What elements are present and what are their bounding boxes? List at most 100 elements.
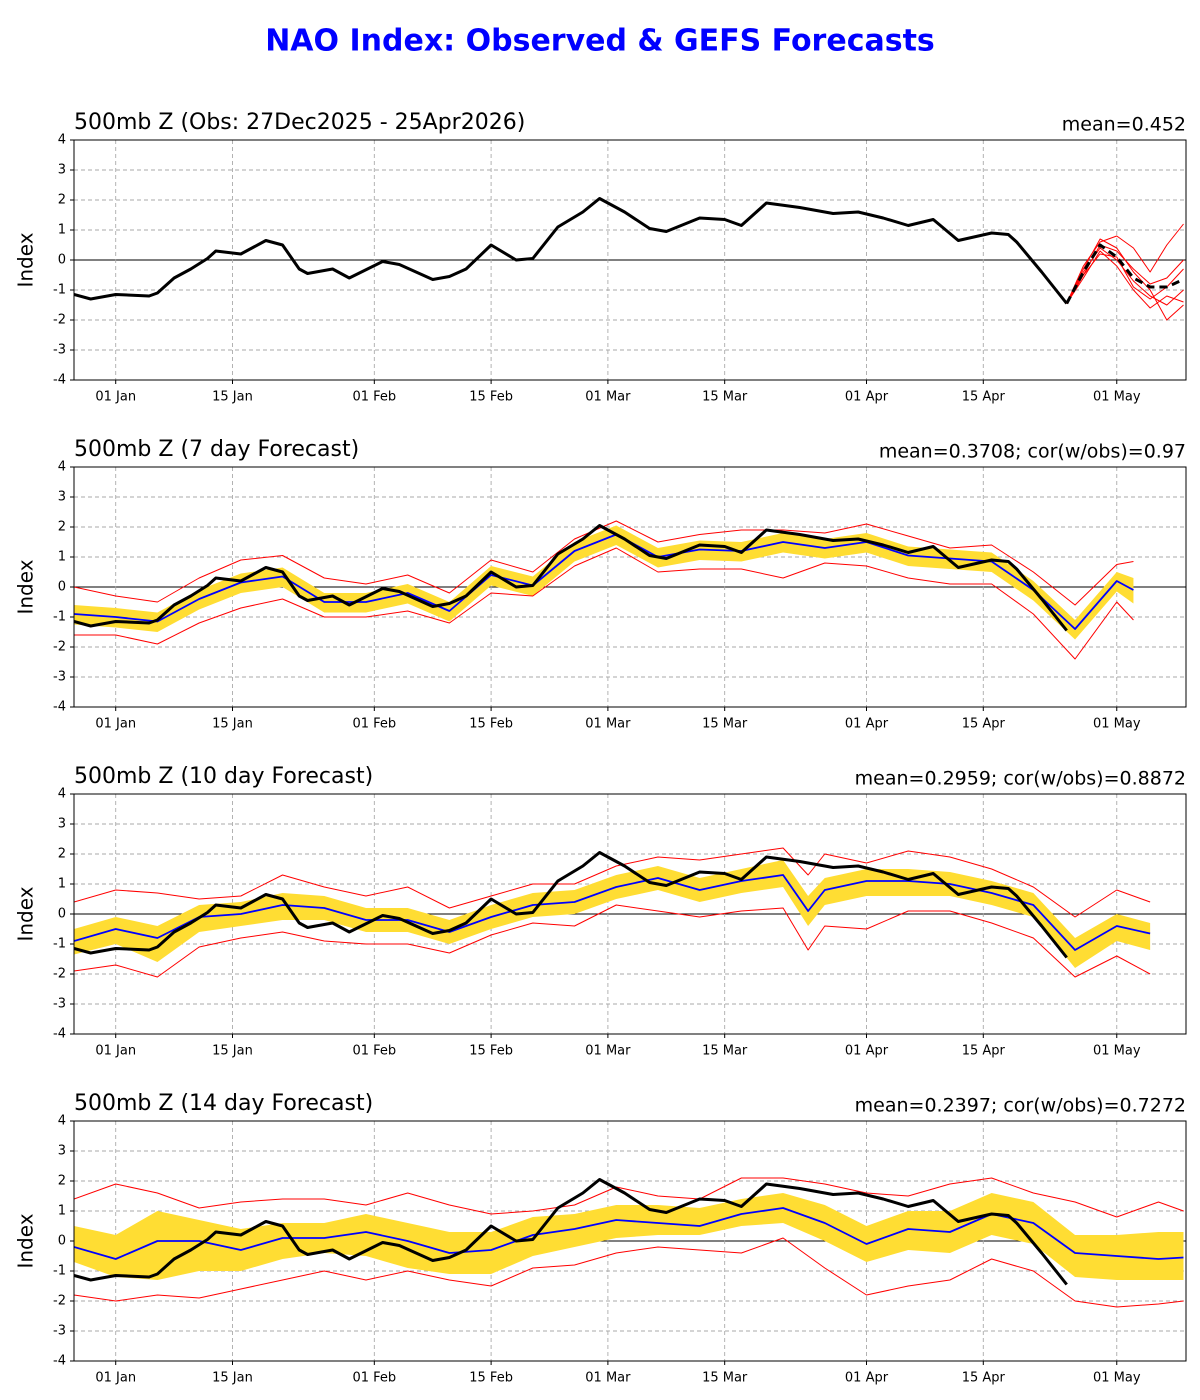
y-tick-label: 3 — [58, 163, 66, 178]
series-line — [1066, 238, 1184, 321]
plot-frame — [73, 793, 1187, 1035]
y-tick-label: 0 — [58, 580, 66, 595]
y-tick-label: -4 — [53, 1354, 66, 1369]
x-tick-label: 01 Mar — [585, 390, 631, 405]
y-axis-label: Index — [14, 232, 38, 287]
x-tick-label: 01 Feb — [352, 390, 396, 405]
x-tick-label: 01 Apr — [845, 717, 889, 732]
series-line — [74, 851, 1068, 959]
series-line — [1066, 250, 1184, 309]
y-tick-label: -4 — [53, 373, 66, 388]
panel-title: 500mb Z (14 day Forecast) — [74, 1091, 373, 1116]
y-tick-label: 3 — [58, 490, 66, 505]
x-tick-label: 15 Feb — [469, 1044, 513, 1059]
x-tick-label: 15 Apr — [962, 390, 1006, 405]
y-axis-label: Index — [14, 559, 38, 614]
y-tick-label: -4 — [53, 1027, 66, 1042]
x-tick-label: 15 Feb — [469, 390, 513, 405]
x-tick-label: 01 Jan — [95, 1371, 136, 1386]
x-tick-label: 15 Jan — [212, 1371, 253, 1386]
y-tick-label: 4 — [58, 787, 66, 802]
y-tick-label: 2 — [58, 520, 66, 535]
series-line — [74, 520, 1134, 606]
series-line — [1066, 223, 1184, 304]
y-tick-label: -3 — [53, 670, 66, 685]
x-tick-label: 15 Jan — [212, 1044, 253, 1059]
y-tick-label: 3 — [58, 1144, 66, 1159]
y-tick-label: -3 — [53, 343, 66, 358]
y-tick-label: 4 — [58, 1114, 66, 1129]
x-tick-label: 01 Jan — [95, 390, 136, 405]
panel-annotation: mean=0.2959; cor(w/obs)=0.8872 — [855, 768, 1186, 790]
x-tick-label: 15 Mar — [702, 390, 748, 405]
series-line — [1066, 253, 1184, 304]
y-tick-label: 4 — [58, 460, 66, 475]
series-line — [74, 1177, 1184, 1218]
y-tick-label: 1 — [58, 877, 66, 892]
series-line — [74, 1237, 1184, 1308]
series-line — [74, 874, 1151, 951]
y-axis-label: Index — [14, 1213, 38, 1268]
panel-title: 500mb Z (7 day Forecast) — [74, 437, 359, 462]
y-tick-label: -2 — [53, 967, 66, 982]
x-tick-label: 15 Mar — [702, 1371, 748, 1386]
x-tick-label: 15 Mar — [702, 717, 748, 732]
y-tick-label: -3 — [53, 1324, 66, 1339]
x-tick-label: 01 Apr — [845, 1371, 889, 1386]
y-tick-label: 1 — [58, 1204, 66, 1219]
spread-band — [74, 525, 1134, 640]
y-tick-label: -2 — [53, 313, 66, 328]
panel-annotation: mean=0.2397; cor(w/obs)=0.7272 — [855, 1095, 1186, 1117]
x-tick-label: 01 Jan — [95, 1044, 136, 1059]
x-tick-label: 01 May — [1093, 390, 1141, 405]
x-tick-label: 01 Apr — [845, 390, 889, 405]
series-line — [74, 904, 1151, 978]
y-tick-label: 1 — [58, 223, 66, 238]
x-tick-label: 01 Mar — [585, 1371, 631, 1386]
y-tick-label: 0 — [58, 1234, 66, 1249]
x-tick-label: 15 Feb — [469, 1371, 513, 1386]
y-tick-label: -1 — [53, 1264, 66, 1279]
x-tick-label: 15 Mar — [702, 1044, 748, 1059]
series-line — [74, 1178, 1068, 1286]
y-tick-label: 2 — [58, 1174, 66, 1189]
y-tick-label: 1 — [58, 550, 66, 565]
x-tick-label: 15 Apr — [962, 1044, 1006, 1059]
x-tick-label: 15 Apr — [962, 717, 1006, 732]
y-axis-label: Index — [14, 886, 38, 941]
x-tick-label: 01 May — [1093, 1044, 1141, 1059]
y-tick-label: -1 — [53, 283, 66, 298]
y-tick-label: 0 — [58, 907, 66, 922]
x-tick-label: 01 Mar — [585, 1044, 631, 1059]
series-line — [74, 847, 1151, 918]
spread-band — [74, 860, 1151, 968]
panel-annotation: mean=0.452 — [1062, 114, 1186, 136]
x-tick-label: 01 Feb — [352, 717, 396, 732]
series-line — [1065, 243, 1185, 305]
y-tick-label: 2 — [58, 193, 66, 208]
x-tick-label: 15 Apr — [962, 1371, 1006, 1386]
plot-frame — [73, 1120, 1187, 1362]
x-tick-label: 15 Feb — [469, 717, 513, 732]
series-line — [74, 524, 1068, 632]
plot-frame — [73, 466, 1187, 708]
x-tick-label: 01 Feb — [352, 1371, 396, 1386]
x-tick-label: 15 Jan — [212, 390, 253, 405]
x-tick-label: 01 Jan — [95, 717, 136, 732]
plot-frame — [73, 139, 1187, 381]
y-tick-label: 4 — [58, 133, 66, 148]
y-tick-label: -4 — [53, 700, 66, 715]
spread-band — [74, 1193, 1184, 1280]
x-tick-label: 01 May — [1093, 1371, 1141, 1386]
panel-title: 500mb Z (10 day Forecast) — [74, 764, 373, 789]
series-line — [74, 547, 1134, 660]
y-tick-label: -3 — [53, 997, 66, 1012]
page-title: NAO Index: Observed & GEFS Forecasts — [265, 24, 935, 59]
y-tick-label: 2 — [58, 847, 66, 862]
y-tick-label: -1 — [53, 937, 66, 952]
y-tick-label: -2 — [53, 640, 66, 655]
x-tick-label: 01 Feb — [352, 1044, 396, 1059]
x-tick-label: 15 Jan — [212, 717, 253, 732]
